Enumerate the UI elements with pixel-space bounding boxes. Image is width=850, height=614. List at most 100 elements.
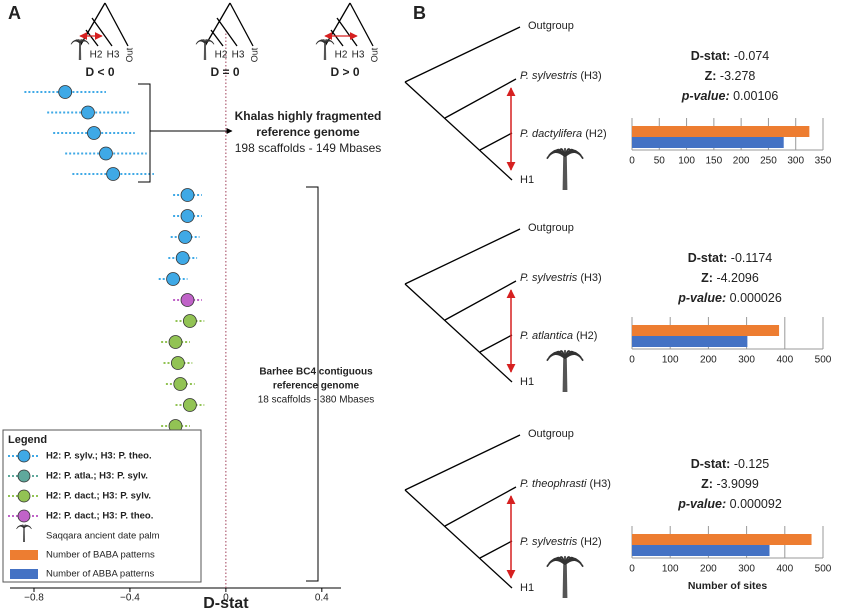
scenario-label: D = 0 <box>210 65 239 79</box>
stat-label: p-value: <box>677 291 726 305</box>
x-tick-label: 350 <box>815 156 832 167</box>
role: (H2) <box>576 330 597 342</box>
point <box>106 167 121 181</box>
group-detail: 18 scaffolds - 380 Mbases <box>258 395 375 406</box>
branch <box>104 2 129 47</box>
legend-marker <box>17 489 31 503</box>
point <box>170 356 185 370</box>
bracket <box>306 186 319 582</box>
legend-marker <box>17 469 31 483</box>
tree-label: P. sylvestris (H2) <box>520 536 602 548</box>
point <box>180 209 195 223</box>
stat-label: p-value: <box>681 89 730 103</box>
tree-label: P. sylvestris (H3) <box>520 70 602 82</box>
palm-trunk <box>323 43 327 60</box>
bar <box>632 545 770 556</box>
role: (H3) <box>580 70 601 82</box>
tree-tip: H3 <box>352 50 365 61</box>
role: (H3) <box>580 272 601 284</box>
branch <box>404 228 521 285</box>
legend-label: Saqqara ancient date palm <box>46 531 160 542</box>
x-tick-label: 100 <box>678 156 695 167</box>
branch <box>479 540 513 559</box>
stat-value: -4.2096 <box>716 271 758 285</box>
stat-value: -3.278 <box>720 69 755 83</box>
bar <box>632 534 812 545</box>
point <box>81 105 95 120</box>
x-tick-label: 0 <box>223 593 229 604</box>
stat-label: D-stat: <box>688 251 728 265</box>
group-title: Barhee BC4 contiguous <box>259 367 373 378</box>
tree-label: H1 <box>520 376 534 388</box>
branch <box>91 17 113 47</box>
stat-line: Z: -3.9099 <box>701 477 759 491</box>
stat-label: Z: <box>705 69 717 83</box>
tree-tip: H2 <box>335 50 348 61</box>
point <box>87 126 101 140</box>
point <box>175 251 190 265</box>
tree-label: Outgroup <box>528 20 574 32</box>
panel-label: B <box>413 3 426 23</box>
legend-label: Number of ABBA patterns <box>46 569 155 580</box>
species: P. atlantica <box>520 330 573 342</box>
palm-trunk <box>203 43 207 60</box>
point <box>99 146 113 161</box>
x-tick-label: 200 <box>700 564 717 575</box>
scenario-label: D < 0 <box>85 65 114 79</box>
legend-marker <box>17 509 31 523</box>
palm-icon <box>546 555 584 598</box>
x-tick-label: 0 <box>629 355 635 366</box>
x-tick-label: 500 <box>815 564 832 575</box>
branch <box>479 334 513 353</box>
palm-icon <box>16 524 32 542</box>
stat-value: 0.000026 <box>730 291 782 305</box>
stat-line: p-value: 0.000092 <box>677 497 782 511</box>
stat-label: Z: <box>701 271 713 285</box>
point <box>182 398 197 412</box>
x-tick-label: 50 <box>654 156 666 167</box>
group-title: Khalas highly fragmented <box>235 109 382 123</box>
palm-icon <box>546 349 584 392</box>
legend-label: H2: P. dact.; H3: P. theo. <box>46 511 153 522</box>
tree-tip: H2 <box>215 50 228 61</box>
palm-icon <box>195 38 215 60</box>
legend-swatch <box>10 569 38 579</box>
point <box>182 314 197 328</box>
group-title: reference genome <box>256 125 360 139</box>
stat-label: p-value: <box>677 497 726 511</box>
x-tick-label: 300 <box>787 156 804 167</box>
tree-tip: H3 <box>232 50 245 61</box>
tree-label: P. dactylifera (H2) <box>520 128 607 140</box>
species: P. sylvestris <box>520 272 578 284</box>
branch <box>85 29 99 47</box>
palm-frond <box>23 525 32 530</box>
x-tick-label: 300 <box>738 564 755 575</box>
branch <box>229 2 254 47</box>
x-tick-label: 100 <box>662 564 679 575</box>
palm-icon <box>70 38 90 60</box>
tree-tip: Out <box>369 47 379 62</box>
tree-label: H1 <box>520 582 534 594</box>
tree-label: P. sylvestris (H3) <box>520 272 602 284</box>
role: (H2) <box>580 536 601 548</box>
palm-frond <box>564 353 584 362</box>
x-tick-label: 400 <box>776 355 793 366</box>
stat-line: D-stat: -0.074 <box>691 49 770 63</box>
point <box>173 377 188 391</box>
branch <box>404 283 513 383</box>
x-tick-label: −0.8 <box>24 593 44 604</box>
branch <box>444 486 517 527</box>
branch <box>404 434 521 491</box>
legend-marker <box>17 449 31 463</box>
tree-label: H1 <box>520 174 534 186</box>
branch <box>404 26 521 83</box>
x-tick-label: 0.4 <box>315 593 329 604</box>
bar <box>632 325 780 336</box>
branch <box>444 78 517 119</box>
x-tick-label: 200 <box>700 355 717 366</box>
branch <box>404 489 513 589</box>
tree-tip: Out <box>124 47 134 62</box>
branch <box>349 2 374 47</box>
legend-label: H2: P. dact.; H3: P. sylv. <box>46 491 151 502</box>
tree-label: P. theophrasti (H3) <box>520 478 611 490</box>
